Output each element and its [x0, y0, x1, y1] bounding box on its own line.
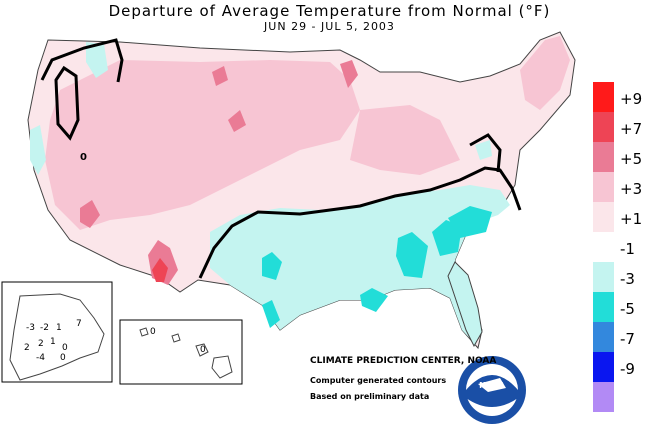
legend-swatch	[593, 112, 614, 142]
contour-label: 0	[80, 152, 87, 163]
legend-row	[593, 382, 657, 412]
legend-row: +9	[593, 82, 657, 112]
legend-swatch	[593, 232, 614, 262]
legend-swatch	[593, 352, 614, 382]
legend-row: -5	[593, 292, 657, 322]
noaa-logo: NOAA	[458, 356, 526, 424]
legend-row: -3	[593, 262, 657, 292]
legend-row: +3	[593, 172, 657, 202]
warm-region-plains	[350, 105, 460, 175]
alaska-label: -2	[40, 323, 49, 333]
alaska-label: 2	[24, 343, 30, 353]
warm-pocket-great-lakes	[340, 60, 358, 88]
legend-label: +5	[620, 150, 643, 168]
hawaii-islands	[139, 327, 233, 379]
noaa-logo-text: NOAA	[479, 381, 505, 390]
cool-region-mid-atlantic	[475, 140, 492, 160]
alaska-label: 2	[38, 339, 44, 349]
warm-core-texas	[152, 258, 168, 282]
cool-region-pacific-coast	[30, 125, 46, 175]
legend-label: -1	[620, 240, 635, 258]
warm-region-northeast	[520, 36, 570, 110]
legend-label: -7	[620, 330, 635, 348]
legend-row: -1	[593, 232, 657, 262]
legend-label: +3	[620, 180, 643, 198]
alaska-label: -3	[26, 323, 35, 333]
cool-region-south	[210, 185, 510, 345]
cool-pocket-southeast-1	[396, 232, 428, 278]
legend-swatch	[593, 202, 614, 232]
florida-outline	[447, 261, 483, 348]
cool-pocket-south-texas	[262, 300, 280, 328]
zero-contour-nw-coast	[40, 38, 124, 83]
legend-row: +7	[593, 112, 657, 142]
alaska-label: 0	[60, 353, 66, 363]
cool-pocket-texas	[262, 252, 282, 280]
legend-row: -9	[593, 352, 657, 382]
warm-pocket-california	[80, 200, 100, 228]
legend: +9 +7 +5 +3 +1 -1 -3 -5 -7 -9	[593, 82, 657, 412]
note-contours: Computer generated contours	[310, 376, 447, 385]
alaska-landmass	[9, 293, 105, 381]
alaska-label: 0	[62, 343, 68, 353]
zero-contour-northwest	[54, 65, 80, 141]
legend-label: +9	[620, 90, 643, 108]
map-title: Departure of Average Temperature from No…	[108, 2, 551, 20]
cool-region-northwest	[86, 42, 108, 78]
legend-swatch	[593, 322, 614, 352]
hawaii-label: 0	[200, 345, 206, 355]
credit-line: CLIMATE PREDICTION CENTER, NOAA	[310, 356, 497, 366]
legend-swatch	[593, 382, 614, 412]
legend-swatch	[593, 292, 614, 322]
alaska-label: 1	[50, 337, 56, 347]
alaska-label: 7	[76, 319, 82, 329]
cool-pocket-carolinas	[448, 206, 492, 238]
warm-region-west	[45, 60, 360, 230]
legend-label: +1	[620, 210, 643, 228]
hawaii-label: 0	[150, 327, 156, 337]
legend-label: -5	[620, 300, 635, 318]
legend-swatch	[593, 172, 614, 202]
warm-pocket-nevada	[212, 66, 228, 86]
legend-label: -3	[620, 270, 635, 288]
cool-pocket-gulf	[360, 288, 388, 312]
zero-contour-east	[469, 133, 502, 173]
legend-row: +1	[593, 202, 657, 232]
alaska-label: 1	[56, 323, 62, 333]
legend-swatch	[593, 82, 614, 112]
warm-pocket-plains	[228, 110, 246, 132]
note-data: Based on preliminary data	[310, 392, 430, 401]
legend-swatch	[593, 142, 614, 172]
legend-row: +5	[593, 142, 657, 172]
legend-label: -9	[620, 360, 635, 378]
cool-pocket-southeast-2	[432, 220, 462, 256]
legend-swatch	[593, 262, 614, 292]
legend-row: -7	[593, 322, 657, 352]
legend-label: +7	[620, 120, 643, 138]
alaska-label: -4	[36, 353, 45, 363]
date-range: JUN 29 - JUL 5, 2003	[264, 20, 395, 33]
